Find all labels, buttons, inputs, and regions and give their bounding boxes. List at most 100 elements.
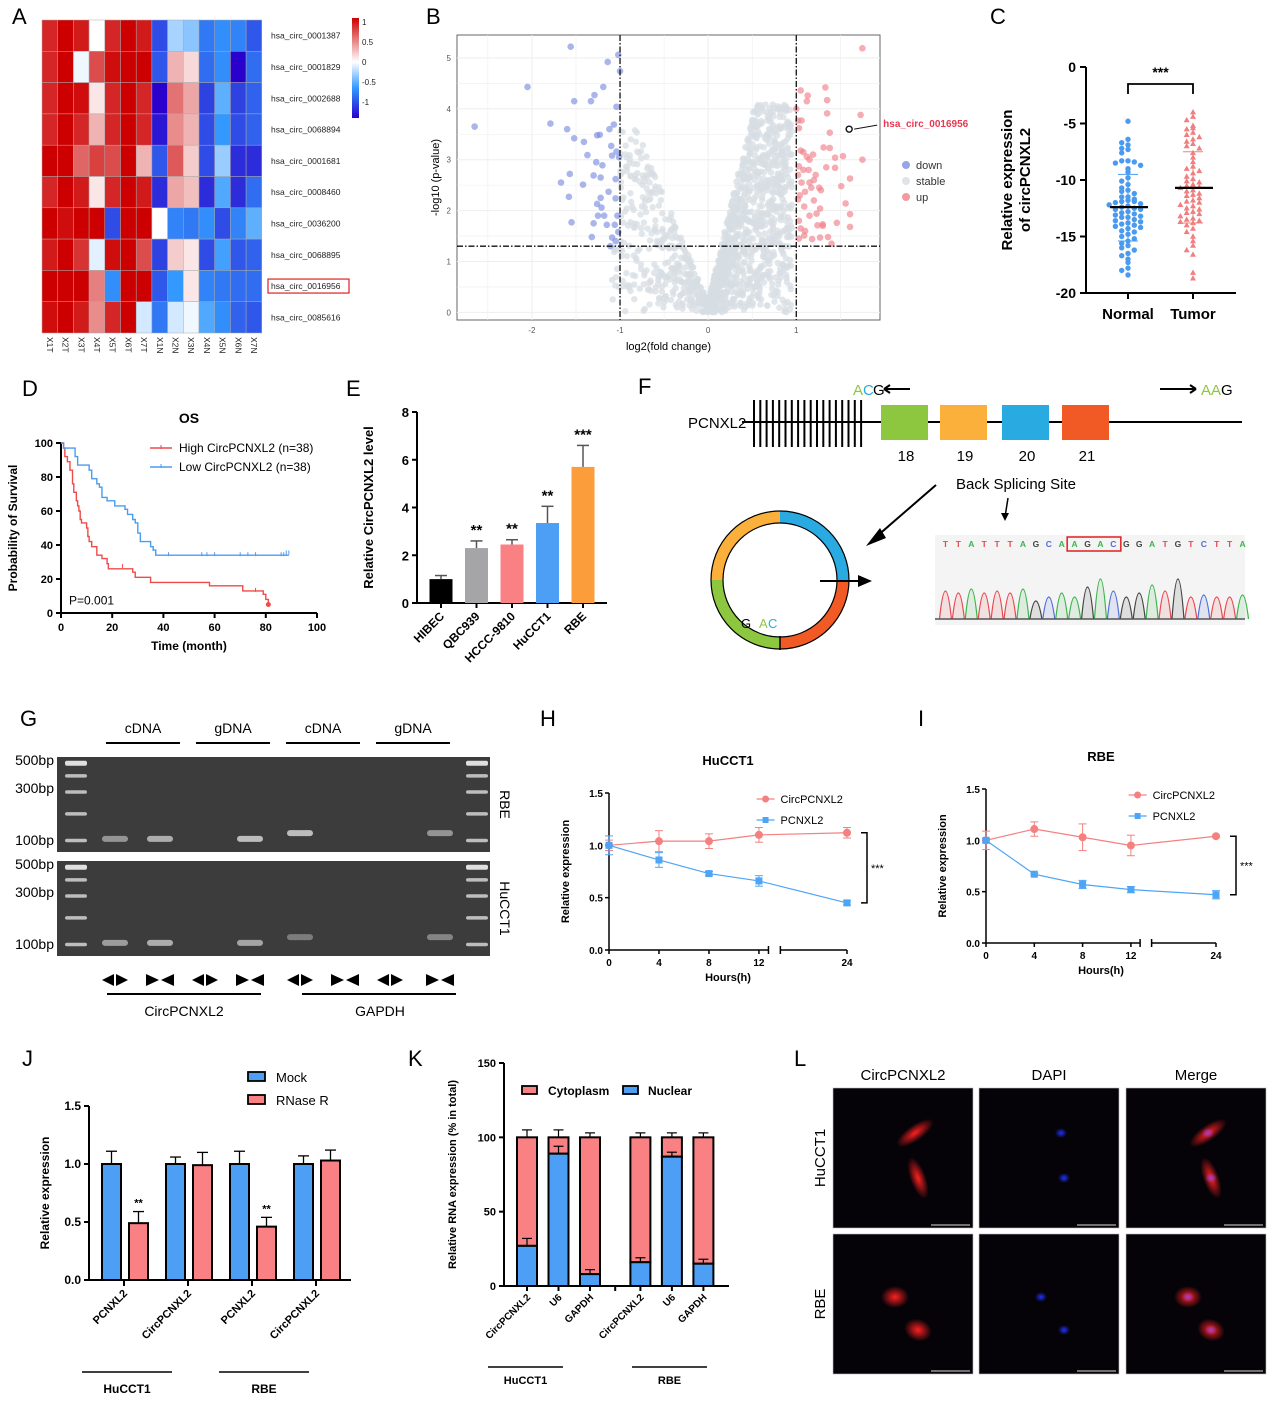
heatmap-cell [151,301,168,334]
stable-point [683,256,691,263]
heatmap-cell [183,113,200,146]
cytoplasm-bar [692,1136,715,1265]
up-point [859,44,866,52]
heatmap-cell [245,51,263,83]
legend-label: Mock [276,1070,308,1085]
stable-point [766,126,774,133]
y-axis-label: Relative expression [937,814,949,918]
ladder-band [466,916,488,920]
stable-point [748,172,755,180]
stable-point [748,208,755,215]
heatmap-col-label: X5N [218,337,228,354]
stable-point [781,183,789,191]
stable-point [776,113,783,121]
stable-point [631,127,639,134]
stable-point [692,299,700,306]
stable-point [646,301,653,308]
normal-point [1119,140,1125,146]
arrow-right-icon [858,575,872,587]
gel-electrophoresis: cDNA gDNA cDNA gDNA 500bp 300bp 100bp RBE 500bp 3… [15,720,513,1019]
stable-point [637,261,645,268]
y-axis-label: Relative RNA expression (% in total) [447,1080,459,1269]
fish-images: CircPCNXL2 DAPI Merge HuCCT1 RBE [812,1067,1267,1375]
base-letter: T [956,539,962,549]
legend-label: RNase R [276,1093,329,1108]
heatmap-cell [183,82,200,115]
legend-label: CircPCNXL2 [781,794,843,806]
heatmap-cell [57,270,74,302]
x-axis-label: Hours(h) [705,972,751,984]
stable-point [622,307,629,315]
stable-point [784,144,792,151]
stable-point [631,295,638,303]
stable-point [609,296,616,303]
data-point [605,841,613,849]
normal-point [1125,250,1131,257]
y-tick-label: 150 [478,1058,496,1070]
chromatogram-peak [977,592,991,620]
normal-point [1125,118,1131,124]
group-label: CircPCNXL2 [144,1003,224,1019]
stable-point [645,245,653,252]
stable-point [751,242,759,249]
heatmap-cell [198,144,215,177]
stable-point [717,260,724,268]
chromatogram-peak [1119,596,1133,620]
y-tick-label: 3 [447,156,452,165]
tumor-point [1190,124,1196,131]
exon-number: 21 [1079,448,1096,465]
tumor-point [1190,242,1196,248]
normal-point [1112,212,1119,218]
stable-point [708,290,715,298]
panel-d: D OS 0 20 40 60 80 100 0 20 40 60 80 100 Time (month)… [0,370,340,670]
data-point [1127,886,1135,894]
x-tick-label: PCNXL2 [91,1288,130,1327]
stable-point [644,165,651,172]
heatmap-cell [104,301,121,334]
pcr-band [147,939,173,946]
stable-point [736,195,743,203]
stable-point [636,285,644,292]
column-label: DAPI [1031,1067,1066,1084]
normal-point [1125,146,1131,153]
nucleus-signal [1035,1292,1047,1302]
stable-point [741,236,749,244]
bar [256,1225,277,1281]
panel-f: F PCNXL2 18 19 20 21 A C G A A G Back Splicing Site… [630,370,1267,670]
stable-point [641,269,648,276]
gel-image [57,757,490,852]
heatmap-cell [104,144,121,177]
heatmap-cell [104,19,121,52]
stable-point [748,252,755,259]
heatmap-cell [73,113,90,146]
up-point [837,182,845,190]
down-point [606,125,613,133]
panel-letter-b: B [426,4,441,29]
y-tick-label: 0.5 [966,888,980,899]
chromatogram-peak [1093,578,1108,620]
stable-point [735,251,742,258]
normal-point [1137,224,1144,231]
tumor-point [1196,179,1203,185]
stable-point [638,224,645,232]
ladder-band [65,760,87,766]
down-point [599,83,607,91]
up-point [820,144,827,151]
stable-point [631,175,638,183]
tumor-point [1183,165,1190,171]
up-point [803,97,811,105]
heatmap-col-label: X5T [108,337,118,353]
heatmap-cell [198,82,215,115]
normal-point [1119,188,1125,194]
data-point [843,828,851,837]
panel-l: L CircPCNXL2 DAPI Merge HuCCT1 RBE [780,1040,1267,1399]
tumor-point [1183,188,1190,194]
stable-point [627,136,634,143]
chromatogram-peak [1080,586,1095,620]
heatmap-cell [183,176,200,209]
heatmap-cell [183,207,200,240]
heatmap-cell [214,301,231,334]
tumor-point [1190,275,1196,281]
stable-point [786,256,794,264]
